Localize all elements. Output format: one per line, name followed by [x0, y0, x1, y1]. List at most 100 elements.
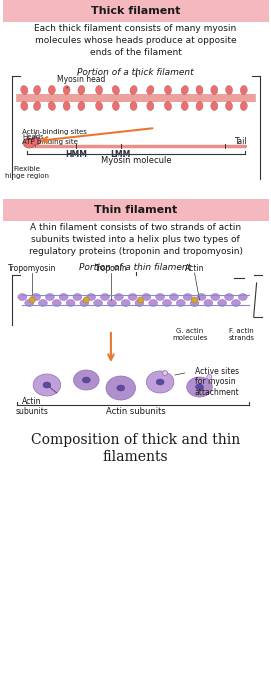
Ellipse shape	[21, 101, 28, 110]
Ellipse shape	[183, 294, 192, 301]
Ellipse shape	[49, 85, 55, 94]
Text: Myosin head: Myosin head	[57, 75, 105, 88]
Text: Active sites
for myosin
attachment: Active sites for myosin attachment	[195, 367, 239, 397]
Ellipse shape	[101, 294, 109, 301]
Ellipse shape	[43, 382, 51, 388]
Ellipse shape	[83, 297, 89, 303]
Ellipse shape	[169, 294, 178, 301]
Ellipse shape	[73, 294, 82, 301]
Ellipse shape	[163, 299, 172, 306]
Ellipse shape	[82, 377, 90, 383]
Ellipse shape	[231, 299, 240, 306]
Ellipse shape	[87, 294, 96, 301]
Ellipse shape	[94, 299, 102, 306]
Ellipse shape	[181, 101, 188, 110]
Ellipse shape	[146, 371, 174, 393]
Ellipse shape	[32, 294, 41, 301]
Ellipse shape	[240, 85, 247, 94]
Ellipse shape	[108, 299, 116, 306]
Ellipse shape	[78, 101, 85, 110]
Ellipse shape	[130, 85, 137, 94]
Ellipse shape	[112, 85, 120, 94]
Ellipse shape	[29, 297, 35, 303]
Ellipse shape	[78, 85, 85, 94]
Text: Heads: Heads	[22, 134, 44, 140]
Text: Actin: Actin	[185, 264, 204, 273]
Ellipse shape	[66, 299, 75, 306]
Ellipse shape	[63, 101, 70, 110]
Ellipse shape	[112, 101, 119, 110]
Ellipse shape	[25, 299, 34, 306]
Ellipse shape	[163, 370, 167, 375]
Ellipse shape	[137, 297, 143, 303]
Ellipse shape	[80, 299, 89, 306]
Ellipse shape	[240, 101, 247, 110]
FancyBboxPatch shape	[3, 199, 269, 221]
Ellipse shape	[73, 370, 99, 390]
Text: Composition of thick and thin
filaments: Composition of thick and thin filaments	[31, 433, 240, 464]
Text: Tail: Tail	[235, 136, 248, 145]
Ellipse shape	[156, 379, 164, 385]
FancyBboxPatch shape	[3, 0, 269, 22]
Ellipse shape	[33, 374, 61, 396]
Ellipse shape	[164, 85, 172, 94]
Text: Flexible
hinge region: Flexible hinge region	[5, 166, 49, 179]
Ellipse shape	[164, 101, 172, 110]
Text: Myosin molecule: Myosin molecule	[101, 156, 171, 165]
Ellipse shape	[128, 294, 137, 301]
Text: Each thick filament consists of many myosin
molecules whose heads produce at opp: Each thick filament consists of many myo…	[34, 24, 237, 57]
Text: G. actin
molecules: G. actin molecules	[172, 328, 207, 341]
Ellipse shape	[63, 85, 70, 94]
Ellipse shape	[192, 297, 198, 303]
Ellipse shape	[59, 294, 68, 301]
Ellipse shape	[142, 294, 151, 301]
Ellipse shape	[181, 85, 188, 94]
Text: Portion of a thick filament: Portion of a thick filament	[77, 68, 194, 77]
Text: Tropomyosin: Tropomyosin	[8, 264, 56, 273]
Ellipse shape	[48, 101, 55, 110]
Ellipse shape	[211, 85, 218, 94]
Ellipse shape	[211, 101, 218, 110]
Ellipse shape	[149, 299, 158, 306]
Ellipse shape	[218, 299, 227, 306]
Ellipse shape	[23, 138, 35, 148]
Ellipse shape	[31, 137, 41, 145]
Text: Actin
subunits: Actin subunits	[16, 397, 49, 417]
Ellipse shape	[204, 299, 213, 306]
Ellipse shape	[225, 85, 233, 94]
Ellipse shape	[96, 85, 102, 94]
Text: Portion of a thin filament: Portion of a thin filament	[79, 263, 192, 272]
Ellipse shape	[38, 299, 47, 306]
Ellipse shape	[21, 85, 28, 94]
Text: A thin filament consists of two strands of actin
subunits twisted into a helix p: A thin filament consists of two strands …	[28, 223, 243, 256]
Ellipse shape	[225, 294, 234, 301]
Ellipse shape	[106, 376, 136, 400]
Text: Actin-binding sites: Actin-binding sites	[22, 129, 87, 135]
Ellipse shape	[52, 299, 61, 306]
Ellipse shape	[96, 101, 103, 110]
Ellipse shape	[196, 101, 203, 110]
Ellipse shape	[114, 294, 123, 301]
Ellipse shape	[147, 101, 154, 110]
Ellipse shape	[135, 299, 144, 306]
Ellipse shape	[238, 294, 247, 301]
Ellipse shape	[196, 85, 203, 94]
Text: F. actin
strands: F. actin strands	[229, 328, 255, 341]
Ellipse shape	[130, 101, 137, 110]
Ellipse shape	[147, 85, 154, 94]
Ellipse shape	[207, 375, 212, 380]
Text: Thick filament: Thick filament	[91, 6, 180, 16]
Ellipse shape	[225, 101, 233, 110]
Ellipse shape	[121, 299, 130, 306]
Ellipse shape	[197, 294, 206, 301]
Text: Troponin: Troponin	[95, 264, 127, 273]
Ellipse shape	[187, 377, 212, 397]
Ellipse shape	[156, 294, 164, 301]
Ellipse shape	[34, 85, 41, 94]
Ellipse shape	[117, 385, 125, 391]
Ellipse shape	[190, 299, 199, 306]
Ellipse shape	[211, 294, 220, 301]
Ellipse shape	[46, 294, 54, 301]
Text: HMM: HMM	[66, 150, 88, 159]
Text: LMM: LMM	[111, 150, 131, 159]
